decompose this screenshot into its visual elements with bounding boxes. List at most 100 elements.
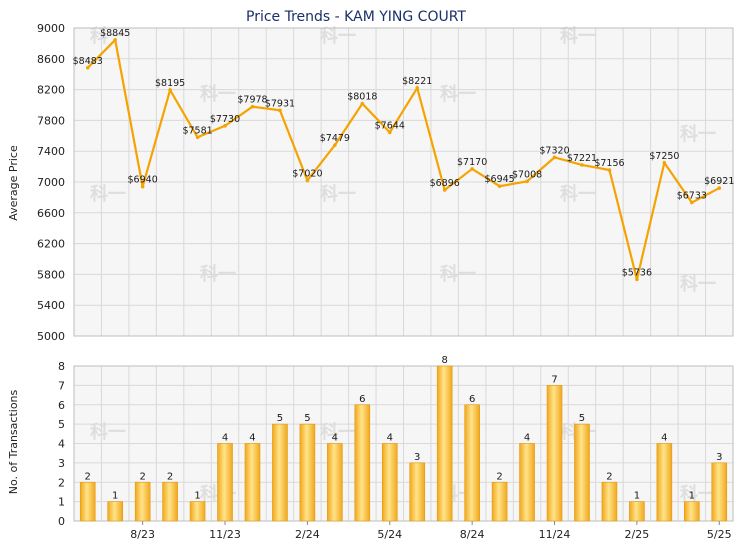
- transactions-plot-area: 科一科一科一科一科一科一0123456782122144554643862475…: [58, 355, 734, 541]
- price-point: [113, 38, 117, 42]
- transaction-bar-label: 1: [194, 491, 200, 502]
- transaction-bar: [436, 365, 453, 522]
- watermark: 科一: [680, 123, 716, 145]
- price-point: [195, 135, 200, 140]
- price-point: [415, 86, 420, 90]
- transaction-bar: [656, 443, 673, 522]
- transactions-tick-label: 3: [58, 457, 65, 470]
- price-point-label: $6921: [704, 176, 734, 187]
- watermark: 科一: [560, 25, 596, 47]
- price-point-label: $8195: [155, 78, 185, 89]
- price-point-label: $8018: [347, 92, 377, 103]
- transaction-bar-label: 2: [606, 471, 612, 482]
- transaction-bar: [574, 423, 590, 522]
- price-point-label: $8483: [73, 56, 103, 67]
- watermark: 科一: [320, 25, 356, 47]
- transaction-bar: [134, 481, 151, 522]
- transaction-bar: [546, 385, 563, 522]
- transaction-bar-label: 6: [359, 394, 365, 405]
- price-point-label: $6940: [128, 175, 158, 186]
- price-point-label: $8221: [402, 76, 432, 87]
- price-point-label: $6896: [430, 178, 460, 189]
- price-point: [250, 104, 255, 109]
- transaction-bar: [327, 443, 343, 522]
- price-point: [552, 155, 557, 160]
- price-point: [497, 184, 502, 189]
- transactions-tick-label: 6: [58, 399, 65, 412]
- watermark: 科一: [680, 483, 716, 505]
- price-tick-label: 9000: [37, 22, 65, 35]
- transaction-bar-label: 8: [442, 355, 448, 366]
- price-point: [223, 123, 227, 128]
- transaction-bar-label: 1: [112, 491, 118, 502]
- transaction-bar-label: 4: [332, 433, 338, 444]
- transaction-bar: [162, 481, 178, 522]
- price-point: [360, 101, 365, 106]
- price-point: [442, 188, 447, 192]
- price-point-label: $7644: [375, 120, 405, 131]
- x-tick-label: 11/23: [209, 528, 241, 541]
- transaction-bar: [299, 423, 316, 522]
- price-point: [140, 184, 145, 189]
- transaction-bar-label: 2: [167, 471, 173, 482]
- transaction-bar: [79, 481, 96, 522]
- price-point: [580, 163, 584, 167]
- price-point: [662, 160, 667, 165]
- x-tick-label: 8/23: [130, 528, 155, 541]
- price-point-label: $7320: [539, 145, 569, 156]
- price-point: [278, 108, 282, 113]
- transactions-tick-label: 4: [58, 438, 65, 451]
- transaction-bar: [601, 481, 618, 522]
- price-tick-label: 5400: [37, 299, 65, 312]
- price-tick-label: 8600: [37, 53, 65, 66]
- transaction-bar: [189, 501, 206, 522]
- transactions-tick-label: 5: [58, 418, 65, 431]
- watermark: 科一: [200, 83, 236, 105]
- transaction-bar-label: 4: [524, 433, 530, 444]
- price-point: [717, 186, 722, 190]
- price-tick-label: 5000: [37, 330, 65, 343]
- transaction-bar-label: 5: [277, 413, 283, 424]
- price-plot-area: 科一科一科一科一科一科一科一科一科一科一科一科一5000540058006200…: [37, 22, 734, 343]
- price-point: [635, 277, 639, 282]
- transaction-bar-label: 5: [579, 413, 585, 424]
- transaction-bar: [409, 462, 426, 522]
- price-point-label: $7250: [649, 151, 679, 162]
- price-point-label: $7221: [567, 153, 597, 164]
- transaction-bar: [272, 423, 288, 522]
- price-point: [470, 167, 474, 171]
- watermark: 科一: [90, 25, 126, 47]
- price-point: [85, 66, 90, 70]
- transaction-bar-label: 1: [634, 491, 640, 502]
- price-point: [690, 200, 694, 205]
- transaction-bar: [711, 462, 728, 522]
- transaction-bar: [381, 443, 398, 522]
- watermark: 科一: [320, 183, 356, 205]
- price-series-line: [86, 37, 720, 280]
- transaction-bar-label: 3: [716, 452, 722, 463]
- price-tick-label: 7800: [37, 114, 65, 127]
- price-point-label: $6945: [484, 174, 514, 185]
- transaction-bar-label: 6: [469, 394, 475, 405]
- transactions-plot-border: [73, 365, 734, 522]
- price-point-label: $7730: [210, 114, 240, 125]
- price-tick-label: 7000: [37, 176, 65, 189]
- x-tick-label: 8/24: [460, 528, 485, 541]
- price-point-label: $6733: [677, 191, 707, 202]
- price-tick-label: 8200: [37, 84, 65, 97]
- x-tick-label: 11/24: [539, 528, 571, 541]
- price-point: [387, 130, 392, 135]
- price-point: [333, 143, 337, 147]
- transaction-bar-label: 3: [414, 452, 420, 463]
- chart-title: Price Trends - KAM YING COURT: [246, 9, 466, 25]
- watermark: 科一: [90, 183, 126, 205]
- transaction-bar-label: 4: [661, 433, 667, 444]
- price-tick-label: 6200: [37, 238, 65, 251]
- transaction-bar: [519, 443, 535, 522]
- transaction-bar: [491, 481, 508, 522]
- price-point: [525, 179, 529, 184]
- transaction-bar: [684, 501, 700, 522]
- watermark: 科一: [680, 273, 716, 295]
- transaction-bar-label: 4: [249, 433, 255, 444]
